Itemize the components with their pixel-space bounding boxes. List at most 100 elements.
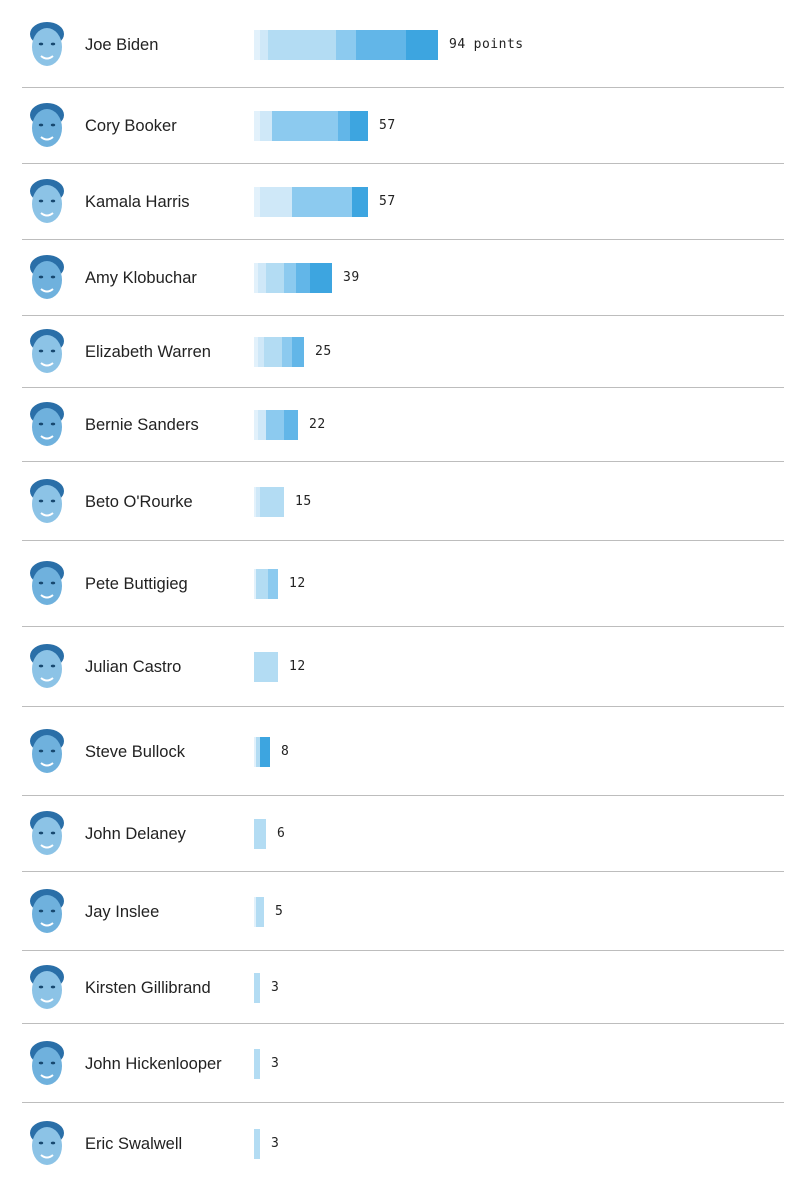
value-label: 3 (271, 1056, 279, 1072)
candidate-portrait-icon (30, 103, 64, 147)
value-number: 22 (309, 417, 326, 432)
candidate-row-kamala-harris: Kamala Harris 57 (0, 163, 795, 239)
bar-segment (272, 111, 338, 141)
candidate-row-kirsten-gillibrand: Kirsten Gillibrand 3 (0, 950, 795, 1023)
candidate-portrait-icon (30, 1121, 64, 1165)
bar-segment (284, 263, 296, 293)
candidate-portrait-icon (30, 402, 64, 446)
value-label: 6 (277, 826, 285, 842)
value-number: 5 (275, 903, 284, 919)
value-number: 57 (379, 118, 396, 133)
candidate-name: Amy Klobuchar (85, 269, 197, 287)
value-label: 57 (379, 118, 396, 134)
bar-segment (336, 29, 356, 60)
bar-segment (266, 410, 284, 440)
bar-segment (254, 736, 256, 767)
candidate-row-julian-castro: Julian Castro 12 (0, 626, 795, 706)
value-number: 3 (271, 979, 280, 995)
value-label: 12 (289, 659, 306, 675)
bar-segment (338, 111, 350, 141)
candidate-name: Kamala Harris (85, 193, 190, 211)
row-divider (22, 461, 784, 462)
row-divider (22, 1023, 784, 1024)
bar-segment (356, 29, 406, 60)
value-number: 25 (315, 344, 332, 359)
bar-segment (292, 337, 304, 367)
row-divider (22, 239, 784, 240)
candidate-row-jay-inslee: Jay Inslee 5 (0, 871, 795, 950)
row-divider (22, 163, 784, 164)
value-label: 3 (271, 980, 279, 996)
value-number: 12 (289, 576, 306, 591)
candidate-name: John Hickenlooper (85, 1054, 222, 1073)
value-label: 25 (315, 344, 332, 360)
bar-segment (254, 29, 260, 60)
candidate-row-cory-booker: Cory Booker 57 (0, 87, 795, 163)
bar-segment (258, 410, 266, 440)
value-label: 57 (379, 194, 396, 210)
candidate-bar (254, 111, 368, 141)
candidate-bar (254, 337, 304, 367)
candidate-portrait-icon (30, 1040, 64, 1085)
bar-segment (256, 896, 264, 927)
bar-segment (260, 486, 284, 517)
row-divider (22, 87, 784, 88)
bar-segment (254, 187, 260, 217)
bar-segment (284, 410, 298, 440)
value-label: 39 (343, 270, 360, 286)
bar-segment (254, 263, 258, 293)
value-unit: points (473, 36, 524, 52)
bar-segment (264, 337, 282, 367)
bar-segment (254, 111, 260, 141)
bar-segment (352, 187, 368, 217)
candidate-row-elizabeth-warren: Elizabeth Warren 25 (0, 315, 795, 387)
value-number: 3 (271, 1055, 280, 1071)
candidate-bar (254, 29, 438, 60)
bar-segment (254, 896, 256, 927)
value-label: 12 (289, 576, 306, 592)
candidate-name: John Delaney (85, 825, 186, 843)
row-divider (22, 950, 784, 951)
candidate-name: Steve Bullock (85, 742, 185, 761)
bar-segment (254, 1048, 260, 1079)
candidate-row-amy-klobuchar: Amy Klobuchar 39 (0, 239, 795, 315)
candidate-name: Joe Biden (85, 35, 159, 54)
candidate-bar (254, 410, 298, 440)
value-number: 6 (277, 826, 286, 841)
candidate-bar (254, 819, 266, 849)
bar-segment (256, 736, 260, 767)
candidate-name: Cory Booker (85, 117, 177, 135)
candidate-bar (254, 972, 260, 1003)
value-number: 15 (295, 493, 312, 509)
row-divider (22, 315, 784, 316)
bar-segment (254, 569, 256, 599)
candidate-row-pete-buttigieg: Pete Buttigieg 12 (0, 540, 795, 626)
candidate-portrait-icon (30, 329, 64, 373)
candidate-name: Kirsten Gillibrand (85, 978, 211, 997)
candidate-name: Elizabeth Warren (85, 343, 211, 361)
candidate-name: Eric Swalwell (85, 1135, 183, 1153)
candidate-bar (254, 896, 264, 927)
value-number: 94 (449, 36, 466, 52)
bar-segment (310, 263, 332, 293)
candidate-portrait-icon (30, 728, 64, 773)
bar-segment (268, 569, 278, 599)
candidate-portrait-icon (30, 888, 64, 933)
row-divider (22, 387, 784, 388)
bar-segment (266, 263, 284, 293)
value-label: 15 (295, 494, 312, 510)
candidate-row-bernie-sanders: Bernie Sanders 22 (0, 387, 795, 461)
row-divider (22, 1102, 784, 1103)
candidate-name: Jay Inslee (85, 902, 160, 921)
value-number: 12 (289, 659, 306, 674)
row-divider (22, 626, 784, 627)
value-label: 3 (271, 1136, 279, 1152)
candidate-bar (254, 652, 278, 682)
bar-segment (256, 569, 268, 599)
bar-segment (282, 337, 292, 367)
bar-segment (292, 187, 352, 217)
bar-segment (254, 972, 260, 1003)
row-divider (22, 706, 784, 707)
row-divider (22, 540, 784, 541)
